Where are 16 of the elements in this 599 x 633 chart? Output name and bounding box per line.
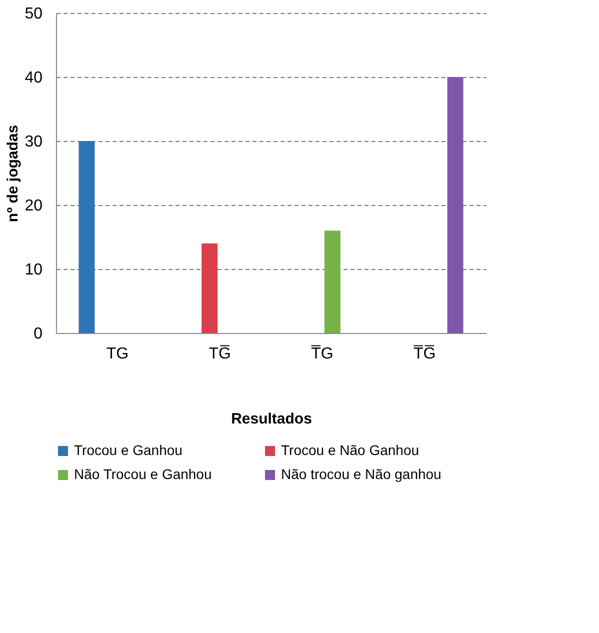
y-tick-label: 20 bbox=[24, 198, 43, 214]
legend-label: Trocou e Não Ganhou bbox=[281, 442, 420, 458]
y-tick-label: 10 bbox=[24, 262, 43, 278]
legend-label: Não trocou e Não ganhou bbox=[281, 466, 442, 482]
legend-label: Não Trocou e Ganhou bbox=[74, 466, 212, 482]
x-axis-title: Resultados bbox=[231, 410, 312, 428]
legend-label: Trocou e Ganhou bbox=[74, 442, 182, 458]
y-axis-title: nº de jogadas bbox=[4, 124, 22, 222]
y-tick-label: 40 bbox=[24, 70, 43, 86]
x-tick-label: T̅G bbox=[310, 344, 334, 362]
y-tick-label: 50 bbox=[24, 6, 43, 22]
x-tick-label: T̅G̅ bbox=[413, 344, 436, 362]
y-tick-label: 30 bbox=[24, 134, 43, 150]
x-tick-label: TG bbox=[106, 346, 129, 362]
y-tick-label: 0 bbox=[34, 326, 43, 342]
x-tick-label: TG̅ bbox=[208, 344, 231, 362]
